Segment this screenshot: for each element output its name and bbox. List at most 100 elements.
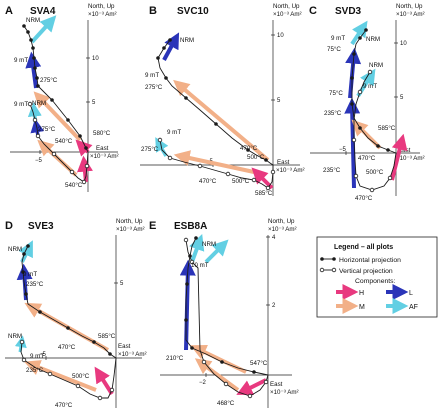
step-label: NRM — [202, 241, 216, 248]
step-label: 585°C — [378, 125, 396, 132]
component-arrow-af — [189, 233, 205, 263]
axis-north-label: North, Up — [273, 3, 300, 10]
step-label: NRM — [180, 37, 194, 44]
step-label: 500°C — [366, 169, 384, 176]
component-arrow-h — [76, 155, 93, 183]
legend-horizontal-marker — [320, 257, 324, 261]
panel-letter: C — [309, 5, 317, 17]
step-label: 500°C — [72, 373, 90, 380]
legend: Legend – all plots Horizontal projection… — [316, 236, 438, 318]
step-label: 580°C — [93, 130, 111, 137]
horizontal-projection-path — [351, 29, 397, 154]
panel-e: E ESB8A North, Up ×10⁻³ Am² 4 2 −2 East … — [149, 218, 299, 408]
step-label: 275°C — [40, 77, 58, 84]
component-arrow-l — [162, 32, 180, 61]
legend-label-m: M — [359, 304, 365, 311]
step-label: 547°C — [250, 360, 268, 367]
y-tick-label: 5 — [120, 281, 124, 287]
component-arrow-l — [344, 97, 361, 189]
horizontal-projection-points — [22, 24, 88, 150]
legend-components-title: Components: — [355, 278, 396, 285]
panel-b: B SVC10 North, Up ×10⁻³ Am² 10 5 −5 East… — [140, 3, 305, 197]
y-tick-label: 5 — [277, 98, 281, 104]
panel-name: SVA4 — [30, 6, 56, 17]
axis-north-unit: ×10⁻³ Am² — [268, 226, 297, 233]
panel-name: SVD3 — [335, 6, 362, 17]
step-label: 9 mT — [23, 271, 37, 278]
component-arrow-m — [33, 91, 82, 142]
step-label: 235°C — [323, 167, 341, 174]
component-arrow-af — [30, 15, 57, 44]
panel-c: C SVD3 North, Up ×10⁻³ Am² 10 5 −5 East … — [309, 3, 425, 202]
component-arrow-h — [75, 139, 93, 157]
y-tick-label: 5 — [92, 100, 96, 106]
legend-box — [316, 236, 438, 318]
step-label: 275°C — [38, 126, 56, 133]
axis-east-unit: ×10⁻³ Am² — [118, 351, 147, 358]
step-label: 275°C — [141, 146, 159, 153]
step-label: 470°C — [199, 178, 217, 185]
vertical-projection-points — [27, 101, 90, 185]
step-label: 9 mT — [14, 101, 28, 108]
legend-horizontal-label: Horizontal projection — [339, 257, 401, 264]
axis-east-unit: ×10⁻³ Am² — [90, 153, 119, 160]
vertical-projection-points — [157, 137, 276, 191]
component-arrow-m — [194, 358, 240, 392]
step-label: 9 mT — [167, 129, 181, 136]
step-label: 9 mT — [30, 353, 44, 360]
panel-name: SVE3 — [28, 221, 54, 232]
axis-east-unit: ×10⁻³ Am² — [396, 155, 425, 162]
step-label: 235°C — [26, 367, 44, 374]
horizontal-projection-path — [185, 237, 269, 376]
step-label: 500°C — [247, 154, 265, 161]
component-arrow-af — [18, 240, 33, 263]
component-arrow-m — [173, 79, 270, 162]
axis-north-label: North, Up — [88, 3, 115, 10]
axis-east-unit: ×10⁻³ Am² — [270, 389, 299, 396]
step-label: 470°C — [355, 195, 373, 202]
component-arrow-af — [350, 20, 368, 46]
legend-label-af: AF — [409, 304, 418, 311]
legend-vertical-marker — [331, 267, 337, 273]
horizontal-projection-points — [350, 28, 390, 152]
horizontal-projection-path — [21, 245, 117, 359]
step-label: NRM — [8, 333, 22, 340]
y-tick-label: 10 — [92, 56, 99, 62]
step-label: 9 mT — [145, 72, 159, 79]
x-tick-label: −2 — [199, 380, 207, 386]
x-tick-label: −5 — [39, 352, 47, 358]
component-arrow-h — [94, 366, 114, 396]
step-label: 275°C — [145, 84, 163, 91]
legend-vertical-label: Vertical projection — [339, 268, 393, 275]
step-label: 585°C — [255, 190, 273, 197]
x-tick-label: −5 — [35, 158, 43, 164]
vertical-projection-points — [19, 339, 115, 401]
component-arrow-h — [236, 378, 267, 395]
vertical-projection-path — [159, 139, 274, 189]
y-tick-label: 10 — [400, 41, 407, 47]
step-label: 470°C — [55, 402, 73, 409]
step-label: 540°C — [55, 138, 73, 145]
y-tick-label: 4 — [272, 235, 276, 241]
panel-d: D SVE3 North, Up ×10⁻³ Am² 5 −5 East ×10… — [5, 218, 147, 409]
component-arrow-l — [25, 51, 42, 89]
panel-letter: E — [149, 220, 156, 232]
axis-north-unit: ×10⁻³ Am² — [273, 11, 302, 18]
step-label: 235°C — [324, 110, 342, 117]
axis-east-label: East — [118, 343, 131, 350]
panel-a: A SVA4 North, Up ×10⁻³ Am² 10 5 −5 East … — [5, 3, 119, 192]
horizontal-projection-path — [23, 25, 89, 153]
step-label: 470°C — [58, 344, 76, 351]
step-label: 500°C — [232, 178, 250, 185]
axis-east-label: East — [270, 381, 283, 388]
step-label: NRM — [26, 17, 40, 24]
component-arrow-m — [24, 360, 97, 392]
horizontal-projection-points — [21, 244, 112, 356]
vertical-projection-points — [183, 237, 269, 399]
axis-north-label: North, Up — [268, 218, 295, 225]
step-label: 9 mT — [14, 57, 28, 64]
panel-letter: A — [5, 5, 13, 17]
step-label: NRM — [369, 62, 383, 69]
step-label: NRM — [366, 36, 380, 43]
axis-east-label: East — [96, 145, 109, 152]
